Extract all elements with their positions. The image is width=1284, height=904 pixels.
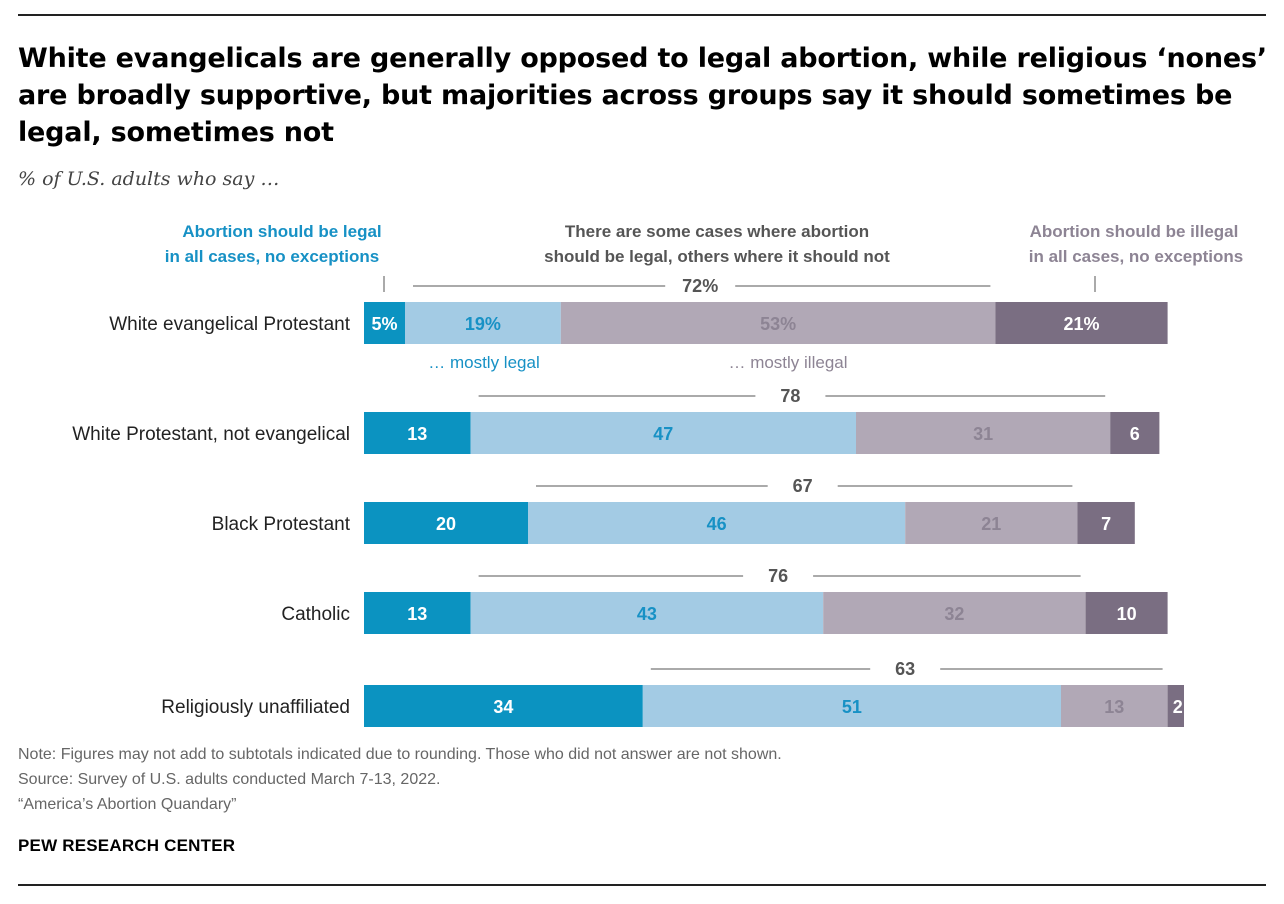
data-label: 21 (981, 514, 1001, 534)
bar-segment (856, 412, 1111, 454)
data-label: 5% (371, 314, 397, 334)
data-label: 51 (842, 697, 862, 717)
chart-source: Source: Survey of U.S. adults conducted … (18, 771, 441, 788)
bar-segment (364, 302, 405, 344)
bar-segment (470, 412, 856, 454)
legend-illegal-all-line2: in all cases, no exceptions (1029, 247, 1243, 266)
data-label: 6 (1130, 424, 1140, 444)
legend-some-cases-line2: should be legal, others where it should … (544, 247, 890, 266)
data-label: 53% (760, 314, 796, 334)
legend-legal-all-line2: in all cases, no exceptions (165, 247, 379, 266)
chart-title: White evangelicals are generally opposed… (18, 43, 1267, 148)
data-label: 10 (1117, 604, 1137, 624)
bar-segment (560, 302, 996, 344)
data-label: 46 (707, 514, 727, 534)
stacked-bar-chart: Abortion should be legal in all cases, no… (72, 222, 1243, 727)
data-label: 13 (1104, 697, 1124, 717)
legend-mostly-legal: … mostly legal (428, 353, 539, 372)
bar-segment (528, 502, 906, 544)
subtotal-label: 72% (682, 276, 718, 296)
category-label: Black Protestant (212, 514, 351, 535)
data-label: 7 (1101, 514, 1111, 534)
bar-segment (364, 412, 471, 454)
subtotal-label: 76 (768, 566, 788, 586)
category-label: Religiously unaffiliated (161, 697, 350, 718)
legend-some-cases-line1: There are some cases where abortion (565, 222, 869, 241)
bar-segment (364, 502, 528, 544)
top-rule (18, 14, 1266, 16)
data-label: 21% (1063, 314, 1099, 334)
brand-name: PEW RESEARCH CENTER (18, 836, 236, 855)
report-title: “America’s Abortion Quandary” (18, 796, 237, 813)
bottom-rule (18, 884, 1266, 886)
bar-segment (1061, 685, 1168, 727)
chart-subtitle: % of U.S. adults who say … (18, 168, 280, 190)
legend-legal-all-line1: Abortion should be legal (182, 222, 381, 241)
bar-segment (642, 685, 1061, 727)
subtotal-label: 67 (793, 476, 813, 496)
bar-segment (905, 502, 1078, 544)
bar-segment (1167, 685, 1184, 727)
data-label: 43 (637, 604, 657, 624)
subtotal-label: 63 (895, 659, 915, 679)
legend-mostly-illegal: … mostly illegal (728, 353, 847, 372)
data-label: 2 (1173, 697, 1183, 717)
subtotal-label: 78 (780, 386, 800, 406)
data-label: 13 (407, 604, 427, 624)
data-label: 13 (407, 424, 427, 444)
bar-segment (823, 592, 1086, 634)
bar-segment (364, 592, 471, 634)
bar-segment (1085, 592, 1168, 634)
data-label: 31 (973, 424, 993, 444)
data-label: 34 (493, 697, 513, 717)
bar-segment (1077, 502, 1135, 544)
data-label: 20 (436, 514, 456, 534)
category-label: White evangelical Protestant (109, 314, 351, 335)
category-label: Catholic (281, 604, 350, 625)
bar-segment (995, 302, 1168, 344)
chart-note: Note: Figures may not add to subtotals i… (18, 746, 782, 763)
bar-segment (405, 302, 561, 344)
data-label: 32 (944, 604, 964, 624)
bar-segment (364, 685, 643, 727)
data-label: 19% (465, 314, 501, 334)
bar-segment (470, 592, 824, 634)
bar-segment (1110, 412, 1160, 454)
data-label: 47 (653, 424, 673, 444)
category-label: White Protestant, not evangelical (72, 424, 350, 445)
legend-illegal-all-line1: Abortion should be illegal (1030, 222, 1239, 241)
